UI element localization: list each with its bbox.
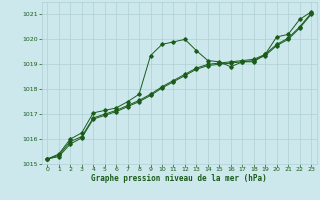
X-axis label: Graphe pression niveau de la mer (hPa): Graphe pression niveau de la mer (hPa) xyxy=(91,174,267,183)
